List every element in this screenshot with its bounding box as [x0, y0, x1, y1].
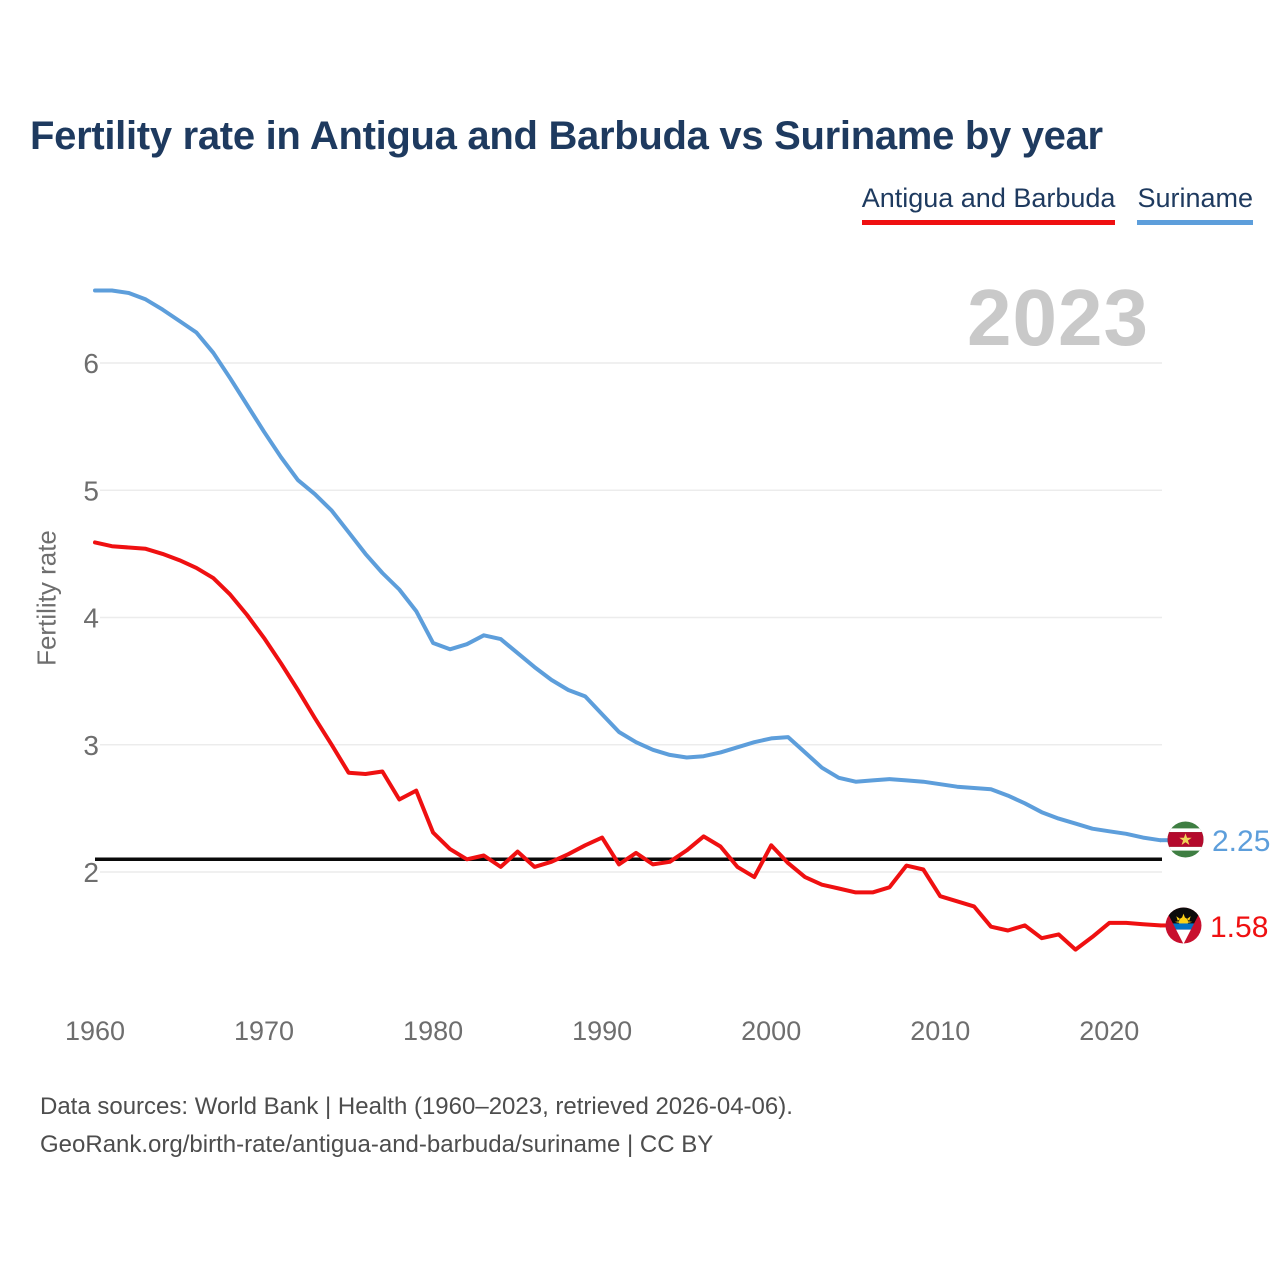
suriname-end-value: 2.25 [1212, 825, 1271, 858]
antigua-and-barbuda-line[interactable] [93, 540, 1162, 952]
x-tick-label: 1960 [65, 1016, 125, 1046]
x-tick-label: 2010 [910, 1016, 970, 1046]
page-title: Fertility rate in Antigua and Barbuda vs… [30, 114, 1103, 158]
legend: Antigua and Barbuda Suriname [861, 183, 1253, 225]
year-watermark: 2023 [967, 273, 1149, 362]
y-tick-label: 2 [83, 857, 99, 888]
y-tick-label: 6 [83, 348, 99, 379]
antigua-flag-icon [1165, 907, 1202, 949]
attribution-line: GeoRank.org/birth-rate/antigua-and-barbu… [40, 1131, 714, 1158]
x-tick-label: 1990 [572, 1016, 632, 1046]
y-tick-label: 5 [83, 475, 99, 506]
legend-item-antigua-and-barbuda[interactable]: Antigua and Barbuda [861, 183, 1116, 225]
antigua-end-value: 1.58 [1210, 911, 1269, 944]
footer: Data sources: World Bank | Health (1960–… [40, 1088, 793, 1164]
x-tick-label: 1980 [403, 1016, 463, 1046]
suriname-end-label: 2.25 [1167, 821, 1270, 863]
x-tick-label: 2020 [1079, 1016, 1139, 1046]
antigua-end-label: 1.58 [1165, 907, 1268, 949]
x-tick-label: 1970 [234, 1016, 294, 1046]
data-sources-line: Data sources: World Bank | Health (1960–… [40, 1093, 793, 1120]
y-tick-label: 3 [83, 730, 99, 761]
suriname-line[interactable] [93, 288, 1162, 843]
y-tick-label: 4 [83, 603, 99, 634]
suriname-flag-icon [1167, 821, 1204, 863]
legend-item-suriname[interactable]: Suriname [1137, 183, 1253, 225]
x-tick-label: 2000 [741, 1016, 801, 1046]
